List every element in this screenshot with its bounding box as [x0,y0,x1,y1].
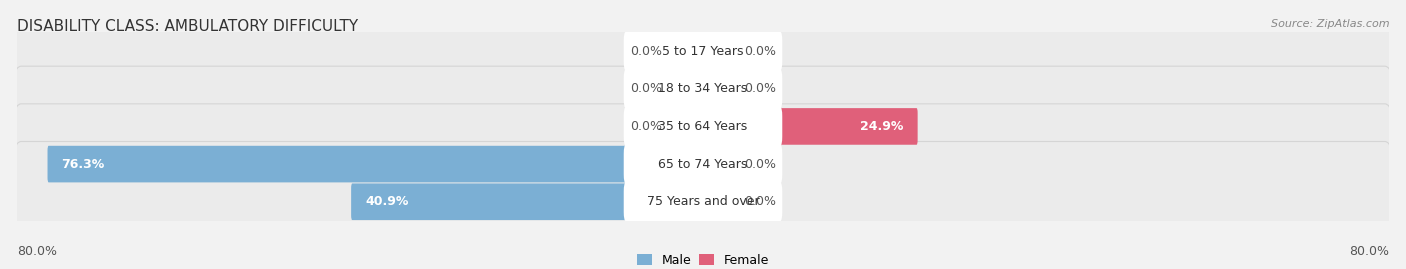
FancyBboxPatch shape [11,104,1395,224]
Text: DISABILITY CLASS: AMBULATORY DIFFICULTY: DISABILITY CLASS: AMBULATORY DIFFICULTY [17,19,359,34]
FancyBboxPatch shape [702,108,918,145]
Text: 65 to 74 Years: 65 to 74 Years [658,158,748,171]
Text: 75 Years and over: 75 Years and over [647,195,759,208]
FancyBboxPatch shape [668,106,704,147]
Text: 35 to 64 Years: 35 to 64 Years [658,120,748,133]
FancyBboxPatch shape [668,68,704,109]
Text: 40.9%: 40.9% [366,195,409,208]
FancyBboxPatch shape [702,144,738,185]
Text: 18 to 34 Years: 18 to 34 Years [658,82,748,95]
FancyBboxPatch shape [11,66,1395,187]
Text: 5 to 17 Years: 5 to 17 Years [662,45,744,58]
FancyBboxPatch shape [11,141,1395,262]
FancyBboxPatch shape [48,146,704,182]
Legend: Male, Female: Male, Female [637,254,769,267]
FancyBboxPatch shape [11,29,1395,149]
FancyBboxPatch shape [702,68,738,109]
Text: 0.0%: 0.0% [630,82,662,95]
Text: 0.0%: 0.0% [630,45,662,58]
FancyBboxPatch shape [624,32,782,70]
Text: 0.0%: 0.0% [630,120,662,133]
Text: 80.0%: 80.0% [17,245,56,258]
Text: 0.0%: 0.0% [744,82,776,95]
FancyBboxPatch shape [352,183,704,220]
Text: Source: ZipAtlas.com: Source: ZipAtlas.com [1271,19,1389,29]
FancyBboxPatch shape [702,181,738,222]
Text: 0.0%: 0.0% [744,158,776,171]
FancyBboxPatch shape [702,31,738,72]
FancyBboxPatch shape [624,69,782,108]
Text: 24.9%: 24.9% [860,120,904,133]
Text: 80.0%: 80.0% [1350,245,1389,258]
FancyBboxPatch shape [668,31,704,72]
Text: 0.0%: 0.0% [744,195,776,208]
FancyBboxPatch shape [624,182,782,221]
Text: 0.0%: 0.0% [744,45,776,58]
FancyBboxPatch shape [11,0,1395,111]
FancyBboxPatch shape [624,145,782,183]
Text: 76.3%: 76.3% [62,158,104,171]
FancyBboxPatch shape [624,107,782,146]
